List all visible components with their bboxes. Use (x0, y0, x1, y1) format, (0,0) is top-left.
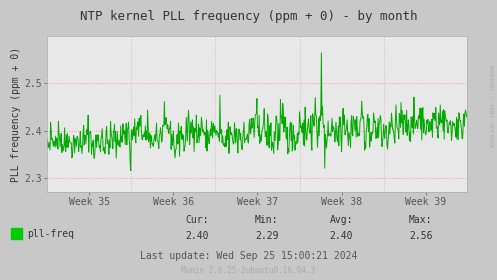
Text: RRDTOOL / TOBI OETIKER: RRDTOOL / TOBI OETIKER (489, 65, 494, 148)
Text: Avg:: Avg: (330, 214, 353, 225)
Text: NTP kernel PLL frequency (ppm + 0) - by month: NTP kernel PLL frequency (ppm + 0) - by … (80, 10, 417, 23)
Text: Munin 2.0.25-2ubuntu0.16.04.3: Munin 2.0.25-2ubuntu0.16.04.3 (181, 266, 316, 275)
Text: 2.40: 2.40 (185, 231, 209, 241)
Y-axis label: PLL frequency (ppm + 0): PLL frequency (ppm + 0) (11, 46, 21, 182)
Text: Last update: Wed Sep 25 15:00:21 2024: Last update: Wed Sep 25 15:00:21 2024 (140, 251, 357, 261)
Text: Cur:: Cur: (185, 214, 209, 225)
Text: 2.56: 2.56 (409, 231, 432, 241)
Text: Max:: Max: (409, 214, 432, 225)
Text: 2.29: 2.29 (255, 231, 278, 241)
Text: 2.40: 2.40 (330, 231, 353, 241)
Text: pll-freq: pll-freq (27, 229, 75, 239)
Text: Min:: Min: (255, 214, 278, 225)
